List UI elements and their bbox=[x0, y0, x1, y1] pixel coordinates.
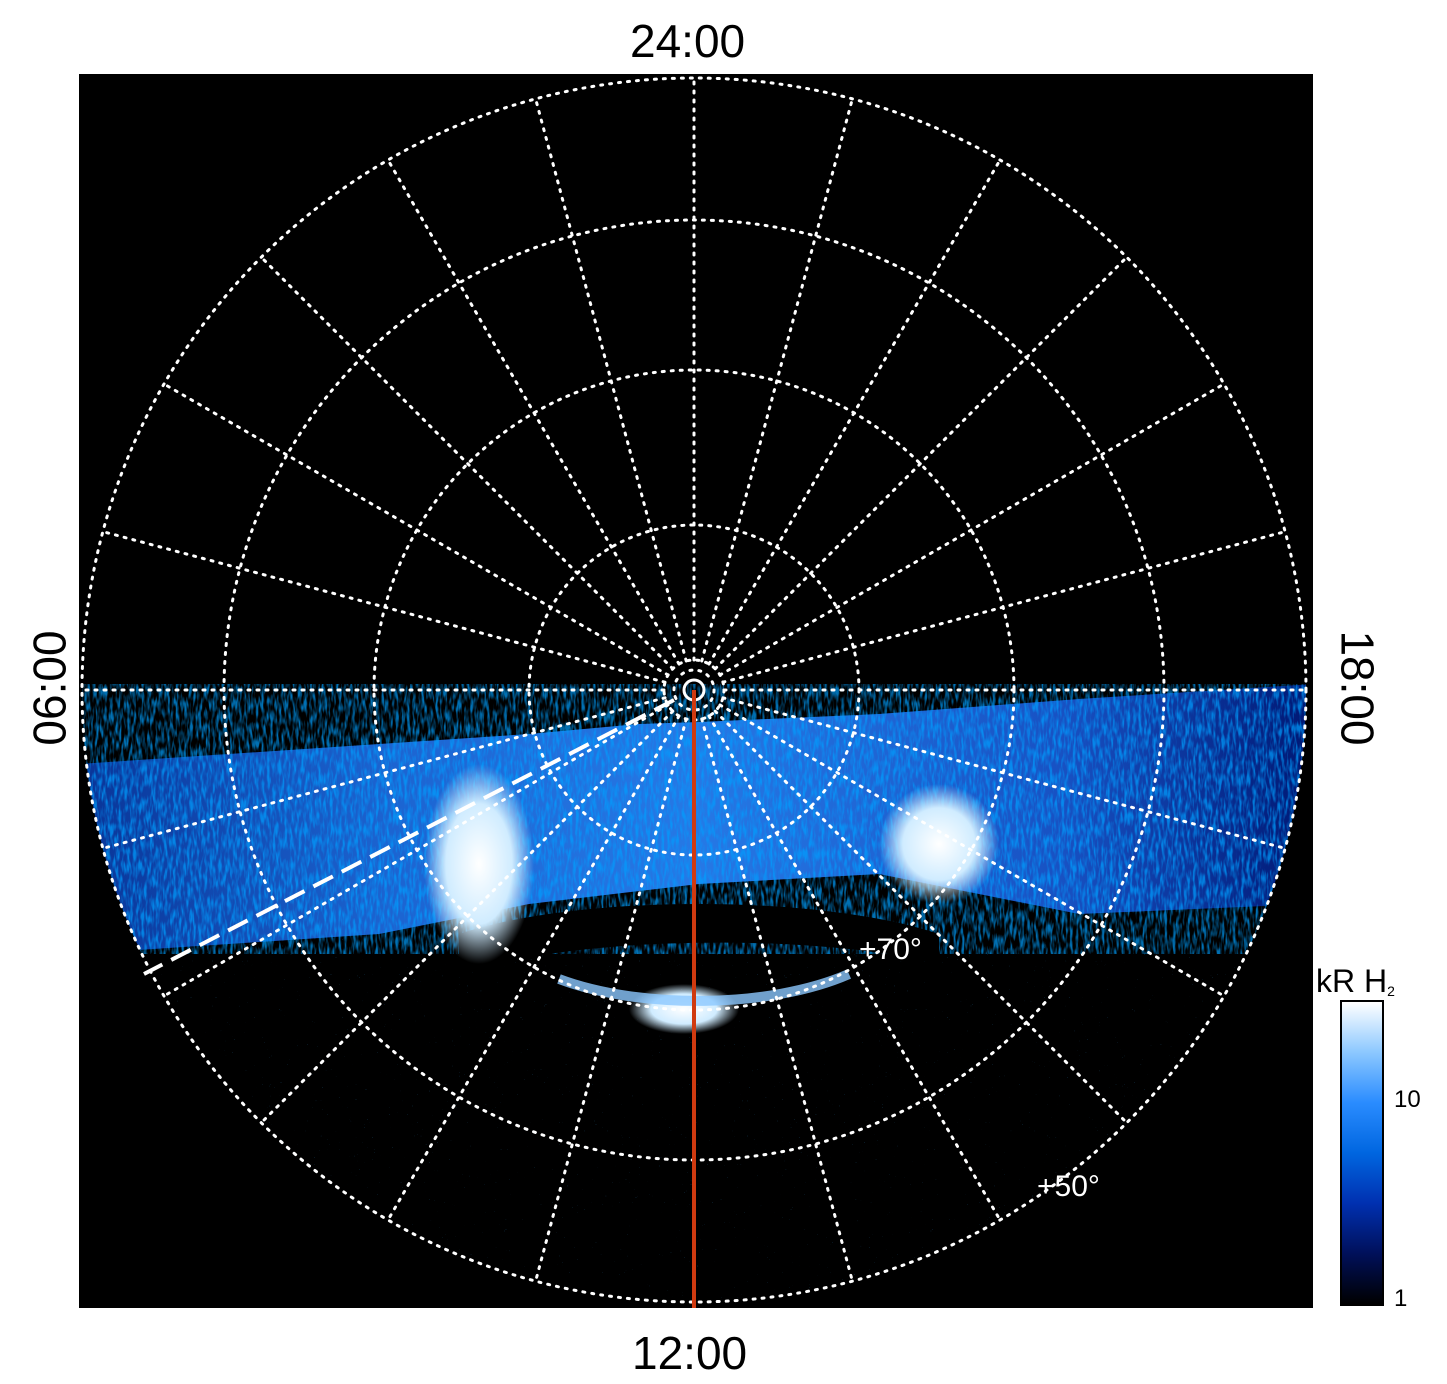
colorbar-title: kR H2 bbox=[1316, 963, 1395, 999]
midnight-label: 24:00 bbox=[630, 15, 746, 67]
colorbar-tick-1: 1 bbox=[1394, 1285, 1408, 1312]
meridian-line bbox=[718, 703, 1226, 998]
meridian-line bbox=[718, 382, 1226, 677]
meridian-line bbox=[162, 703, 670, 998]
colorbar-tick-10: 10 bbox=[1394, 1086, 1421, 1113]
colorbar bbox=[1340, 1000, 1384, 1306]
meridian-line bbox=[386, 714, 681, 1222]
latitude-label-70: +70° bbox=[859, 933, 922, 966]
meridian-line bbox=[707, 714, 1002, 1222]
meridian-line bbox=[534, 97, 688, 663]
dawn-label: 06:00 bbox=[23, 630, 76, 746]
meridian-line bbox=[101, 696, 667, 850]
meridian-line bbox=[534, 717, 688, 1283]
meridian-line bbox=[721, 696, 1287, 850]
noon-label: 12:00 bbox=[632, 1327, 748, 1379]
latitude-label-50: +50° bbox=[1037, 1170, 1100, 1203]
meridian-line bbox=[386, 158, 681, 666]
graticule bbox=[80, 76, 1308, 1304]
meridian-line bbox=[700, 717, 854, 1283]
meridian-line bbox=[101, 530, 667, 684]
meridian-line bbox=[713, 255, 1129, 671]
meridian-line bbox=[721, 530, 1287, 684]
meridian-line bbox=[707, 158, 1002, 666]
meridian-line bbox=[259, 255, 675, 671]
dashed-boundary-line bbox=[143, 698, 675, 976]
meridian-line bbox=[162, 382, 670, 677]
dusk-label: 18:00 bbox=[1331, 630, 1384, 746]
meridian-line bbox=[713, 709, 1129, 1125]
meridian-line bbox=[259, 709, 675, 1125]
meridian-line bbox=[700, 97, 854, 663]
polar-auroral-map: +70° +50° bbox=[79, 74, 1313, 1308]
